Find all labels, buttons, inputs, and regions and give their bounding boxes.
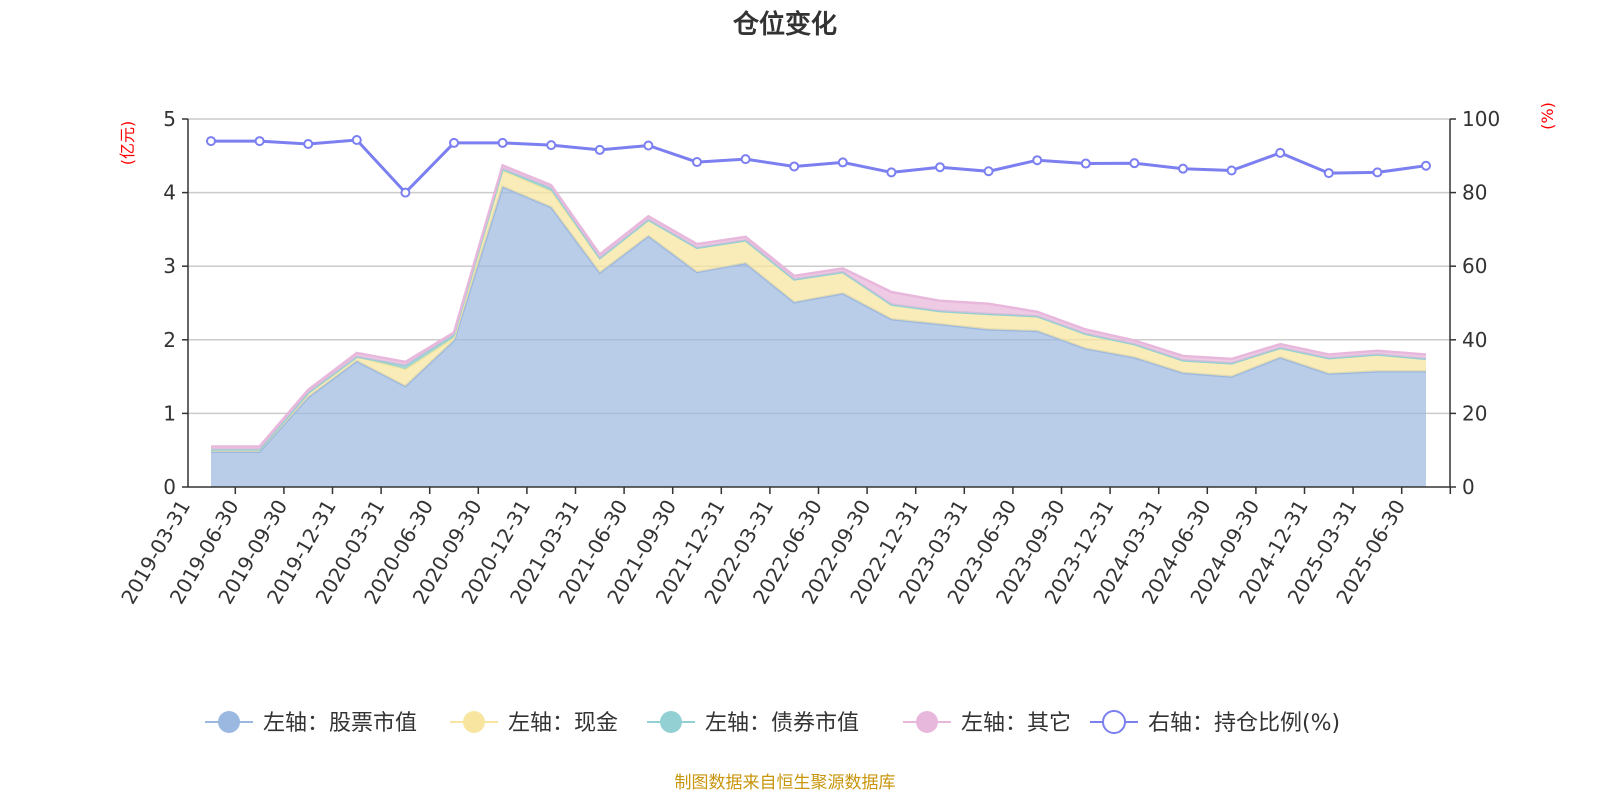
right-axis-unit: (%) (1538, 102, 1557, 130)
left-tick-label-3: 3 (163, 254, 176, 278)
legend-marker (1102, 710, 1126, 734)
legend: 左轴：股票市值 左轴：现金 左轴：债券市值 左轴：其它 右轴：持仓比例(%) (205, 710, 1340, 736)
holding-ratio-point (594, 144, 605, 155)
legend-marker (660, 711, 682, 733)
right-tick-label-2: 40 (1462, 328, 1487, 352)
legend-label: 左轴：债券市值 (705, 711, 859, 736)
holding-ratio-point (1323, 168, 1334, 179)
right-tick-label-3: 60 (1462, 254, 1487, 278)
legend-label: 左轴：现金 (508, 711, 618, 736)
left-tick-label-1: 1 (163, 401, 176, 425)
holding-ratio-point (1372, 167, 1383, 178)
right-tick-label-4: 80 (1462, 181, 1487, 205)
holding-ratio-point (1032, 155, 1043, 166)
legend-label: 左轴：其它 (961, 711, 1071, 736)
legend-item: 左轴：其它 (903, 711, 1071, 736)
legend-item: 左轴：股票市值 (205, 711, 417, 736)
holding-ratio-point (789, 161, 800, 172)
chart-title: 仓位变化 (732, 9, 837, 40)
holding-ratio-point (351, 134, 362, 145)
legend-item: 左轴：债券市值 (647, 711, 859, 736)
left-tick-label-0: 0 (163, 475, 176, 499)
left-axis-unit: (亿元) (118, 121, 137, 166)
legend-marker (463, 711, 485, 733)
legend-marker (218, 711, 240, 733)
holding-ratio-point (400, 187, 411, 198)
holding-ratio-point (983, 166, 994, 177)
holding-ratio-line (206, 134, 1431, 198)
holding-ratio-point (1129, 158, 1140, 169)
holding-ratio-point (1080, 158, 1091, 169)
holding-ratio-point (1226, 165, 1237, 176)
holding-ratio-point (1421, 160, 1431, 171)
holding-ratio-point (254, 136, 265, 147)
right-tick-label-1: 20 (1462, 401, 1487, 425)
holding-ratio-point (497, 137, 508, 148)
holding-ratio-point (546, 140, 557, 151)
legend-label: 左轴：股票市值 (263, 711, 417, 736)
holding-ratio-point (692, 157, 702, 168)
holding-ratio-point (837, 157, 848, 168)
right-tick-label-5: 100 (1462, 107, 1500, 131)
legend-item: 右轴：持仓比例(%) (1090, 710, 1340, 736)
holding-ratio-point (740, 154, 751, 165)
legend-label: 右轴：持仓比例(%) (1148, 711, 1340, 736)
other-area-edge (211, 163, 1427, 448)
data-source-note: 制图数据来自恒生聚源数据库 (675, 773, 896, 793)
legend-marker (916, 711, 938, 733)
left-tick-label-4: 4 (163, 181, 176, 205)
left-tick-label-5: 5 (163, 107, 176, 131)
holding-ratio-point (1275, 147, 1286, 158)
holding-ratio-point (643, 140, 654, 151)
holding-ratio-point (935, 162, 945, 173)
holding-ratio-point (449, 137, 459, 148)
holding-ratio-point (1178, 163, 1188, 174)
right-tick-label-0: 0 (1462, 475, 1475, 499)
holding-ratio-point (206, 136, 216, 147)
stock-value-area (211, 186, 1426, 487)
left-tick-label-2: 2 (163, 328, 176, 352)
stacked-areas (211, 163, 1427, 487)
legend-item: 左轴：现金 (450, 711, 618, 736)
holding-ratio-path (211, 138, 1427, 195)
holding-ratio-point (303, 139, 314, 150)
holding-ratio-point (886, 167, 897, 178)
